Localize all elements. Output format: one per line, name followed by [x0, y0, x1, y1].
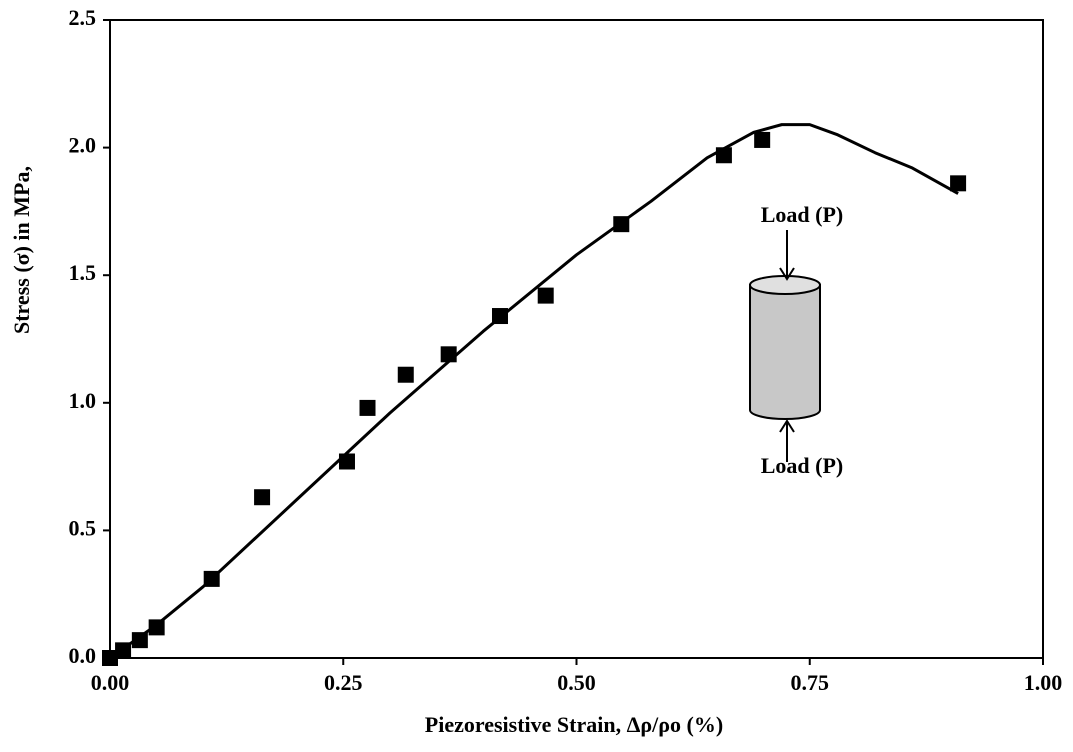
y-tick-label: 0.5 — [69, 515, 97, 540]
x-tick-label: 0.00 — [91, 670, 130, 695]
data-point — [537, 287, 554, 304]
x-tick-label: 0.25 — [324, 670, 363, 695]
data-point — [950, 175, 967, 192]
x-tick-label: 0.50 — [557, 670, 596, 695]
plot-frame — [109, 19, 1044, 659]
annotation: Load (P) — [761, 453, 844, 478]
y-tick-label: 1.5 — [69, 260, 97, 285]
y-tick-label: 1.0 — [69, 388, 97, 413]
data-point — [131, 632, 148, 649]
x-tick-label: 1.00 — [1024, 670, 1063, 695]
x-tick-label: 0.75 — [791, 670, 830, 695]
data-point — [338, 453, 355, 470]
data-point — [397, 366, 414, 383]
annotation: Load (P) — [761, 202, 844, 227]
fit-curve — [109, 123, 959, 660]
data-point — [254, 489, 271, 506]
specimen-diagram — [749, 230, 821, 462]
y-axis-label: Stress (σ) in MPa, — [9, 166, 34, 334]
y-tick-label: 2.5 — [69, 5, 97, 30]
data-point — [754, 131, 771, 148]
x-axis-label: Piezoresistive Strain, Δρ/ρo (%) — [425, 712, 723, 737]
y-tick-label: 2.0 — [69, 133, 97, 158]
data-point — [359, 399, 376, 416]
y-tick-label: 0.0 — [69, 643, 97, 668]
